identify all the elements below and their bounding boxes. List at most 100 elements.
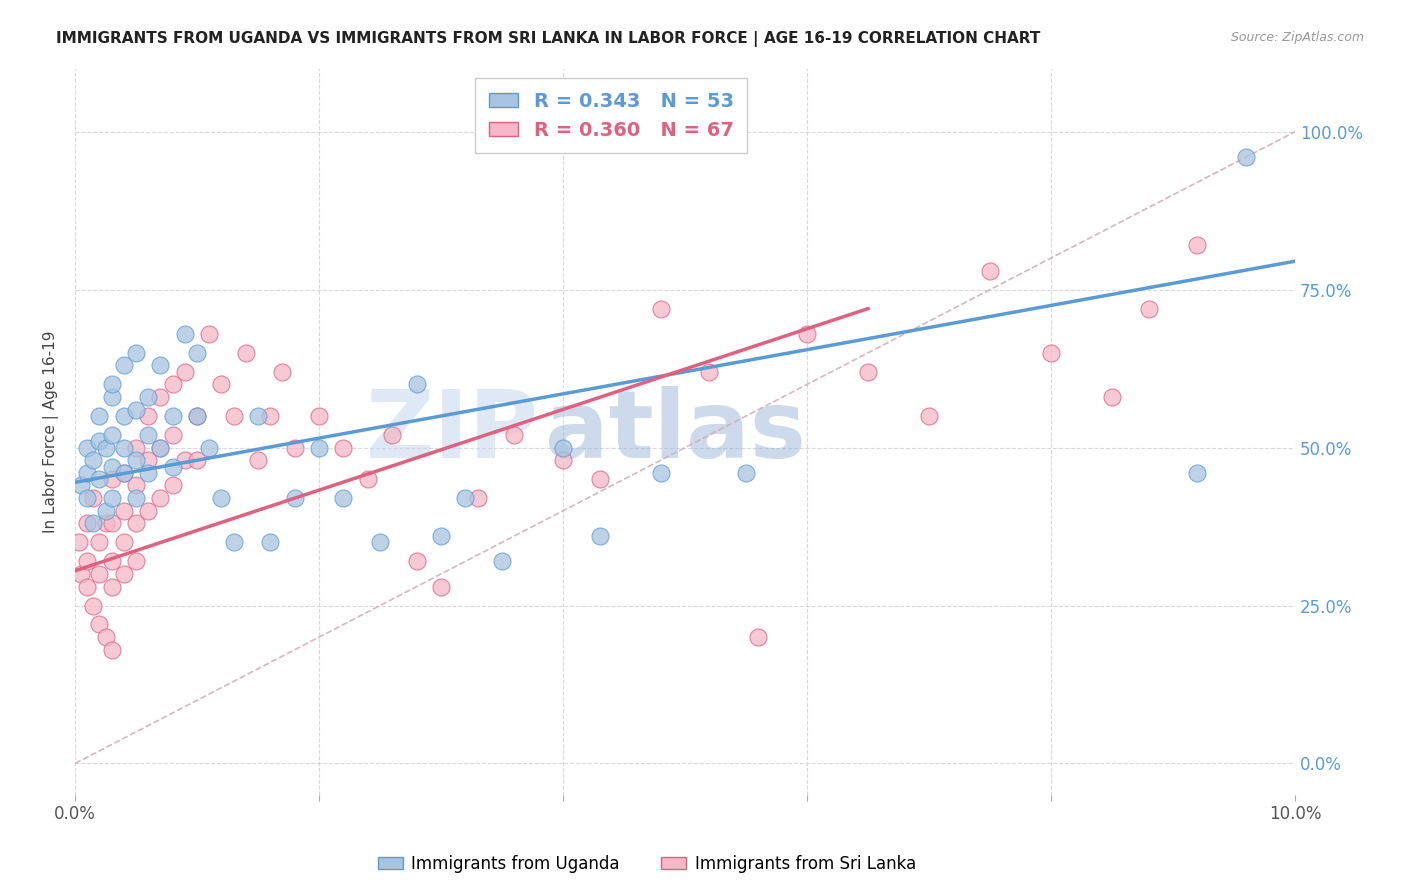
- Point: [125, 402, 148, 417]
- Point: [198, 441, 221, 455]
- Point: [149, 441, 172, 455]
- Point: [125, 441, 148, 455]
- Point: [94, 504, 117, 518]
- Point: [1137, 301, 1160, 316]
- Point: [162, 478, 184, 492]
- Point: [112, 359, 135, 373]
- Point: [89, 617, 111, 632]
- Point: [551, 441, 574, 455]
- Point: [125, 491, 148, 505]
- Point: [76, 491, 98, 505]
- Point: [89, 409, 111, 423]
- Point: [173, 453, 195, 467]
- Point: [699, 365, 721, 379]
- Point: [284, 491, 307, 505]
- Point: [76, 554, 98, 568]
- Point: [100, 516, 122, 531]
- Point: [112, 466, 135, 480]
- Point: [1101, 390, 1123, 404]
- Point: [332, 491, 354, 505]
- Point: [405, 554, 427, 568]
- Point: [259, 535, 281, 549]
- Point: [186, 409, 208, 423]
- Point: [173, 365, 195, 379]
- Point: [979, 263, 1001, 277]
- Point: [94, 516, 117, 531]
- Point: [100, 642, 122, 657]
- Point: [67, 535, 90, 549]
- Y-axis label: In Labor Force | Age 16-19: In Labor Force | Age 16-19: [44, 331, 59, 533]
- Point: [650, 466, 672, 480]
- Point: [918, 409, 941, 423]
- Point: [173, 326, 195, 341]
- Point: [112, 535, 135, 549]
- Point: [332, 441, 354, 455]
- Point: [76, 580, 98, 594]
- Point: [308, 409, 330, 423]
- Point: [112, 566, 135, 581]
- Point: [82, 516, 104, 531]
- Point: [650, 301, 672, 316]
- Point: [368, 535, 391, 549]
- Point: [259, 409, 281, 423]
- Point: [89, 434, 111, 449]
- Point: [100, 390, 122, 404]
- Point: [284, 441, 307, 455]
- Point: [100, 580, 122, 594]
- Point: [125, 516, 148, 531]
- Point: [100, 472, 122, 486]
- Point: [70, 566, 93, 581]
- Point: [100, 428, 122, 442]
- Point: [149, 359, 172, 373]
- Point: [430, 580, 453, 594]
- Point: [1040, 346, 1063, 360]
- Point: [247, 453, 270, 467]
- Point: [222, 535, 245, 549]
- Point: [70, 478, 93, 492]
- Point: [125, 346, 148, 360]
- Point: [162, 459, 184, 474]
- Point: [136, 390, 159, 404]
- Point: [136, 466, 159, 480]
- Point: [856, 365, 879, 379]
- Legend: Immigrants from Uganda, Immigrants from Sri Lanka: Immigrants from Uganda, Immigrants from …: [371, 848, 922, 880]
- Point: [112, 504, 135, 518]
- Point: [125, 478, 148, 492]
- Point: [186, 346, 208, 360]
- Point: [235, 346, 257, 360]
- Point: [89, 566, 111, 581]
- Point: [589, 472, 612, 486]
- Point: [125, 554, 148, 568]
- Point: [76, 441, 98, 455]
- Point: [112, 466, 135, 480]
- Point: [149, 390, 172, 404]
- Point: [82, 599, 104, 613]
- Point: [747, 630, 769, 644]
- Point: [186, 409, 208, 423]
- Point: [796, 326, 818, 341]
- Point: [76, 516, 98, 531]
- Point: [162, 428, 184, 442]
- Point: [100, 377, 122, 392]
- Point: [503, 428, 526, 442]
- Point: [76, 466, 98, 480]
- Point: [381, 428, 404, 442]
- Point: [136, 428, 159, 442]
- Point: [211, 491, 233, 505]
- Point: [491, 554, 513, 568]
- Point: [247, 409, 270, 423]
- Point: [454, 491, 477, 505]
- Point: [136, 409, 159, 423]
- Point: [1187, 238, 1209, 252]
- Point: [112, 441, 135, 455]
- Point: [222, 409, 245, 423]
- Point: [112, 409, 135, 423]
- Point: [186, 453, 208, 467]
- Point: [82, 453, 104, 467]
- Point: [357, 472, 380, 486]
- Point: [467, 491, 489, 505]
- Point: [82, 491, 104, 505]
- Point: [211, 377, 233, 392]
- Point: [551, 453, 574, 467]
- Text: Source: ZipAtlas.com: Source: ZipAtlas.com: [1230, 31, 1364, 45]
